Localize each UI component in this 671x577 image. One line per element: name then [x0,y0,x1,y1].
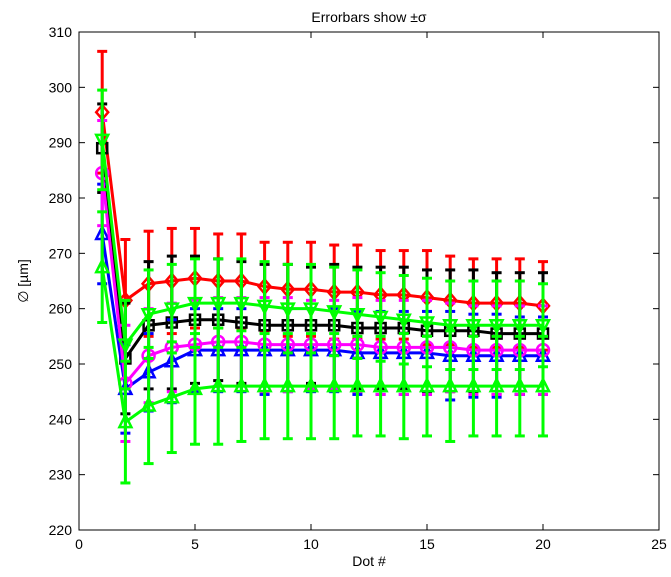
data-point [163,387,180,404]
y-axis-label: ∅ [µm] [15,259,31,303]
data-point [418,316,436,333]
y-tick-label: 220 [49,522,73,538]
data-point [326,376,343,393]
data-point [163,302,180,319]
series-1-line [100,112,544,308]
y-tick-label: 250 [49,356,73,372]
data-point [418,376,436,393]
data-point [511,319,528,336]
y-tick-label: 280 [49,190,73,206]
x-tick-label: 0 [75,536,83,552]
data-point [488,319,505,336]
y-tick-label: 300 [49,79,73,95]
data-point [534,376,552,393]
data-point [372,310,389,327]
data-point [256,376,273,393]
data-point [442,376,459,393]
data-point [186,379,204,396]
y-tick-label: 260 [49,301,73,317]
data-point [511,376,528,393]
y-tick-label: 240 [49,411,73,427]
chart-title: Errorbars show ±σ [311,9,426,25]
y-tick-label: 270 [49,245,73,261]
data-point [117,412,134,429]
series-layer [94,49,552,485]
data-point [279,302,296,319]
series-6 [94,210,552,485]
data-point [210,376,227,393]
data-point [94,133,111,150]
data-point [140,395,157,412]
data-point [349,307,366,324]
data-point [465,376,482,393]
x-axis-label: Dot # [352,553,386,569]
data-point [186,296,204,313]
series-5-markers [94,133,552,355]
data-point [395,313,412,330]
data-point [488,376,505,393]
data-point [372,376,389,393]
plot-frame [78,31,660,531]
data-point [302,376,320,393]
x-tick-label: 5 [191,536,199,552]
x-tick-label: 25 [651,536,667,552]
data-point [140,307,157,324]
tick-layer: 0 5 10 15 20 25 220 230 240 250 260 270 280 290 300 310 [49,24,667,552]
data-point [534,319,552,336]
y-tick-label: 290 [49,135,73,151]
x-tick-label: 20 [535,536,551,552]
y-tick-label: 310 [49,24,73,40]
data-point [302,302,320,319]
data-point [326,305,343,322]
data-point [465,319,482,336]
data-point [233,296,250,313]
data-point [256,299,273,316]
y-tick-label: 230 [49,467,73,483]
data-point [210,296,227,313]
data-point [279,376,296,393]
series-6-markers [94,257,552,429]
series-4-line [100,172,543,385]
data-point [349,376,366,393]
data-point [442,319,459,336]
data-point [395,376,412,393]
x-tick-label: 10 [303,536,319,552]
data-point [94,257,111,274]
data-point [233,376,250,393]
data-point [117,338,134,355]
x-tick-label: 15 [419,536,435,552]
